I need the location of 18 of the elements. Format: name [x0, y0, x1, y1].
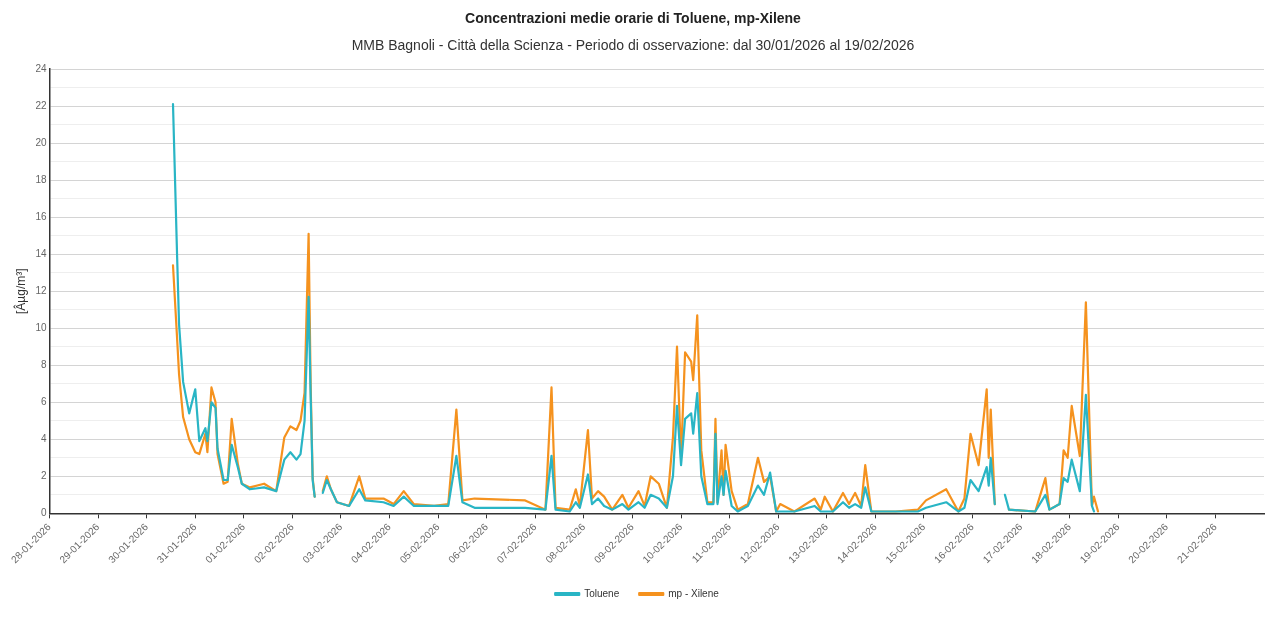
chart-subtitle: MMB Bagnoli - Città della Scienza - Periodo di osservazione: dal 30/01/2026 al 19/02/2026 — [350, 37, 916, 53]
chart-title: Concentrazioni medie orarie di Toluene, mp-Xilene — [464, 10, 802, 26]
y-tick-label: 0 — [40, 507, 47, 519]
y-tick-label: 18 — [35, 173, 47, 185]
y-axis-title: [Âµg/m³] — [12, 268, 28, 314]
y-tick-label: 16 — [35, 210, 47, 222]
y-tick-label: 12 — [35, 284, 47, 296]
y-tick-label: 2 — [40, 470, 47, 482]
y-tick-label: 4 — [40, 433, 47, 445]
y-tick-label: 20 — [35, 136, 47, 148]
y-tick-label: 24 — [35, 62, 47, 74]
y-tick-label: 22 — [35, 99, 47, 111]
y-tick-label: 6 — [40, 396, 47, 408]
legend-label: mp - Xilene — [668, 587, 720, 599]
y-tick-label: 10 — [35, 321, 47, 333]
y-tick-label: 14 — [35, 247, 47, 259]
y-tick-label: 8 — [40, 358, 47, 370]
legend-label: Toluene — [584, 587, 620, 599]
